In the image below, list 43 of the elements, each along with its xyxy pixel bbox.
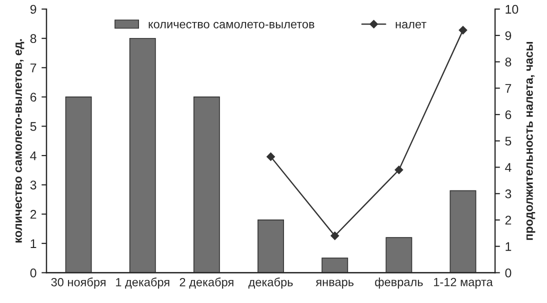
y-axis-title: количество самолето-вылетов, ед. bbox=[15, 39, 24, 243]
y-tick-label: 9 bbox=[30, 4, 36, 14]
bar bbox=[129, 38, 156, 273]
y-tick-label: 2 bbox=[30, 210, 36, 219]
y-tick-label: 4 bbox=[30, 151, 36, 160]
y2-tick-label: 8 bbox=[505, 58, 512, 66]
x-tick-label: 1-12 марта bbox=[434, 278, 493, 289]
y2-tick-label: 6 bbox=[505, 110, 512, 120]
y-tick-label: 8 bbox=[30, 34, 36, 44]
y2-tick-label: 9 bbox=[505, 31, 512, 40]
x-tick-label: январь bbox=[316, 280, 354, 289]
x-tick-label: 1 декабря bbox=[116, 278, 170, 289]
y2-tick-label: 1 bbox=[506, 242, 512, 251]
point bbox=[394, 166, 404, 174]
y-tick-label: 6 bbox=[30, 92, 36, 102]
y2-tick-label: 10 bbox=[506, 4, 518, 14]
y-tick-label: 1 bbox=[30, 239, 36, 248]
y-tick-label: 5 bbox=[30, 122, 36, 131]
x-tick-label: февраль bbox=[375, 278, 423, 289]
y2-tick-label: 0 bbox=[505, 268, 512, 278]
y2-tick-label: 3 bbox=[505, 189, 512, 198]
point bbox=[266, 152, 275, 161]
y2-tick-label: 2 bbox=[505, 216, 512, 225]
x-tick-label: 30 ноября bbox=[51, 278, 106, 289]
point bbox=[330, 232, 339, 240]
point bbox=[458, 26, 468, 34]
legend-label: количество самолето-вылетов bbox=[148, 22, 314, 28]
bar bbox=[193, 96, 220, 273]
bar bbox=[386, 237, 412, 273]
y2-tick-label: 7 bbox=[505, 84, 512, 93]
y-tick-label: 7 bbox=[30, 64, 36, 72]
y2-axis-title: продолжительность налета, часы bbox=[526, 42, 536, 240]
y2-tick-label: 4 bbox=[505, 163, 512, 172]
bar bbox=[65, 96, 92, 273]
bar bbox=[322, 258, 348, 273]
x-tick-label: декабрь bbox=[248, 278, 293, 289]
y-tick-label: 0 bbox=[30, 268, 36, 278]
legend-label: налет bbox=[396, 22, 426, 28]
bar bbox=[258, 220, 284, 273]
x-tick-label: 2 декабря bbox=[180, 278, 234, 289]
y-tick-label: 3 bbox=[30, 180, 36, 190]
bar bbox=[450, 190, 476, 273]
y2-tick-label: 5 bbox=[505, 136, 512, 146]
